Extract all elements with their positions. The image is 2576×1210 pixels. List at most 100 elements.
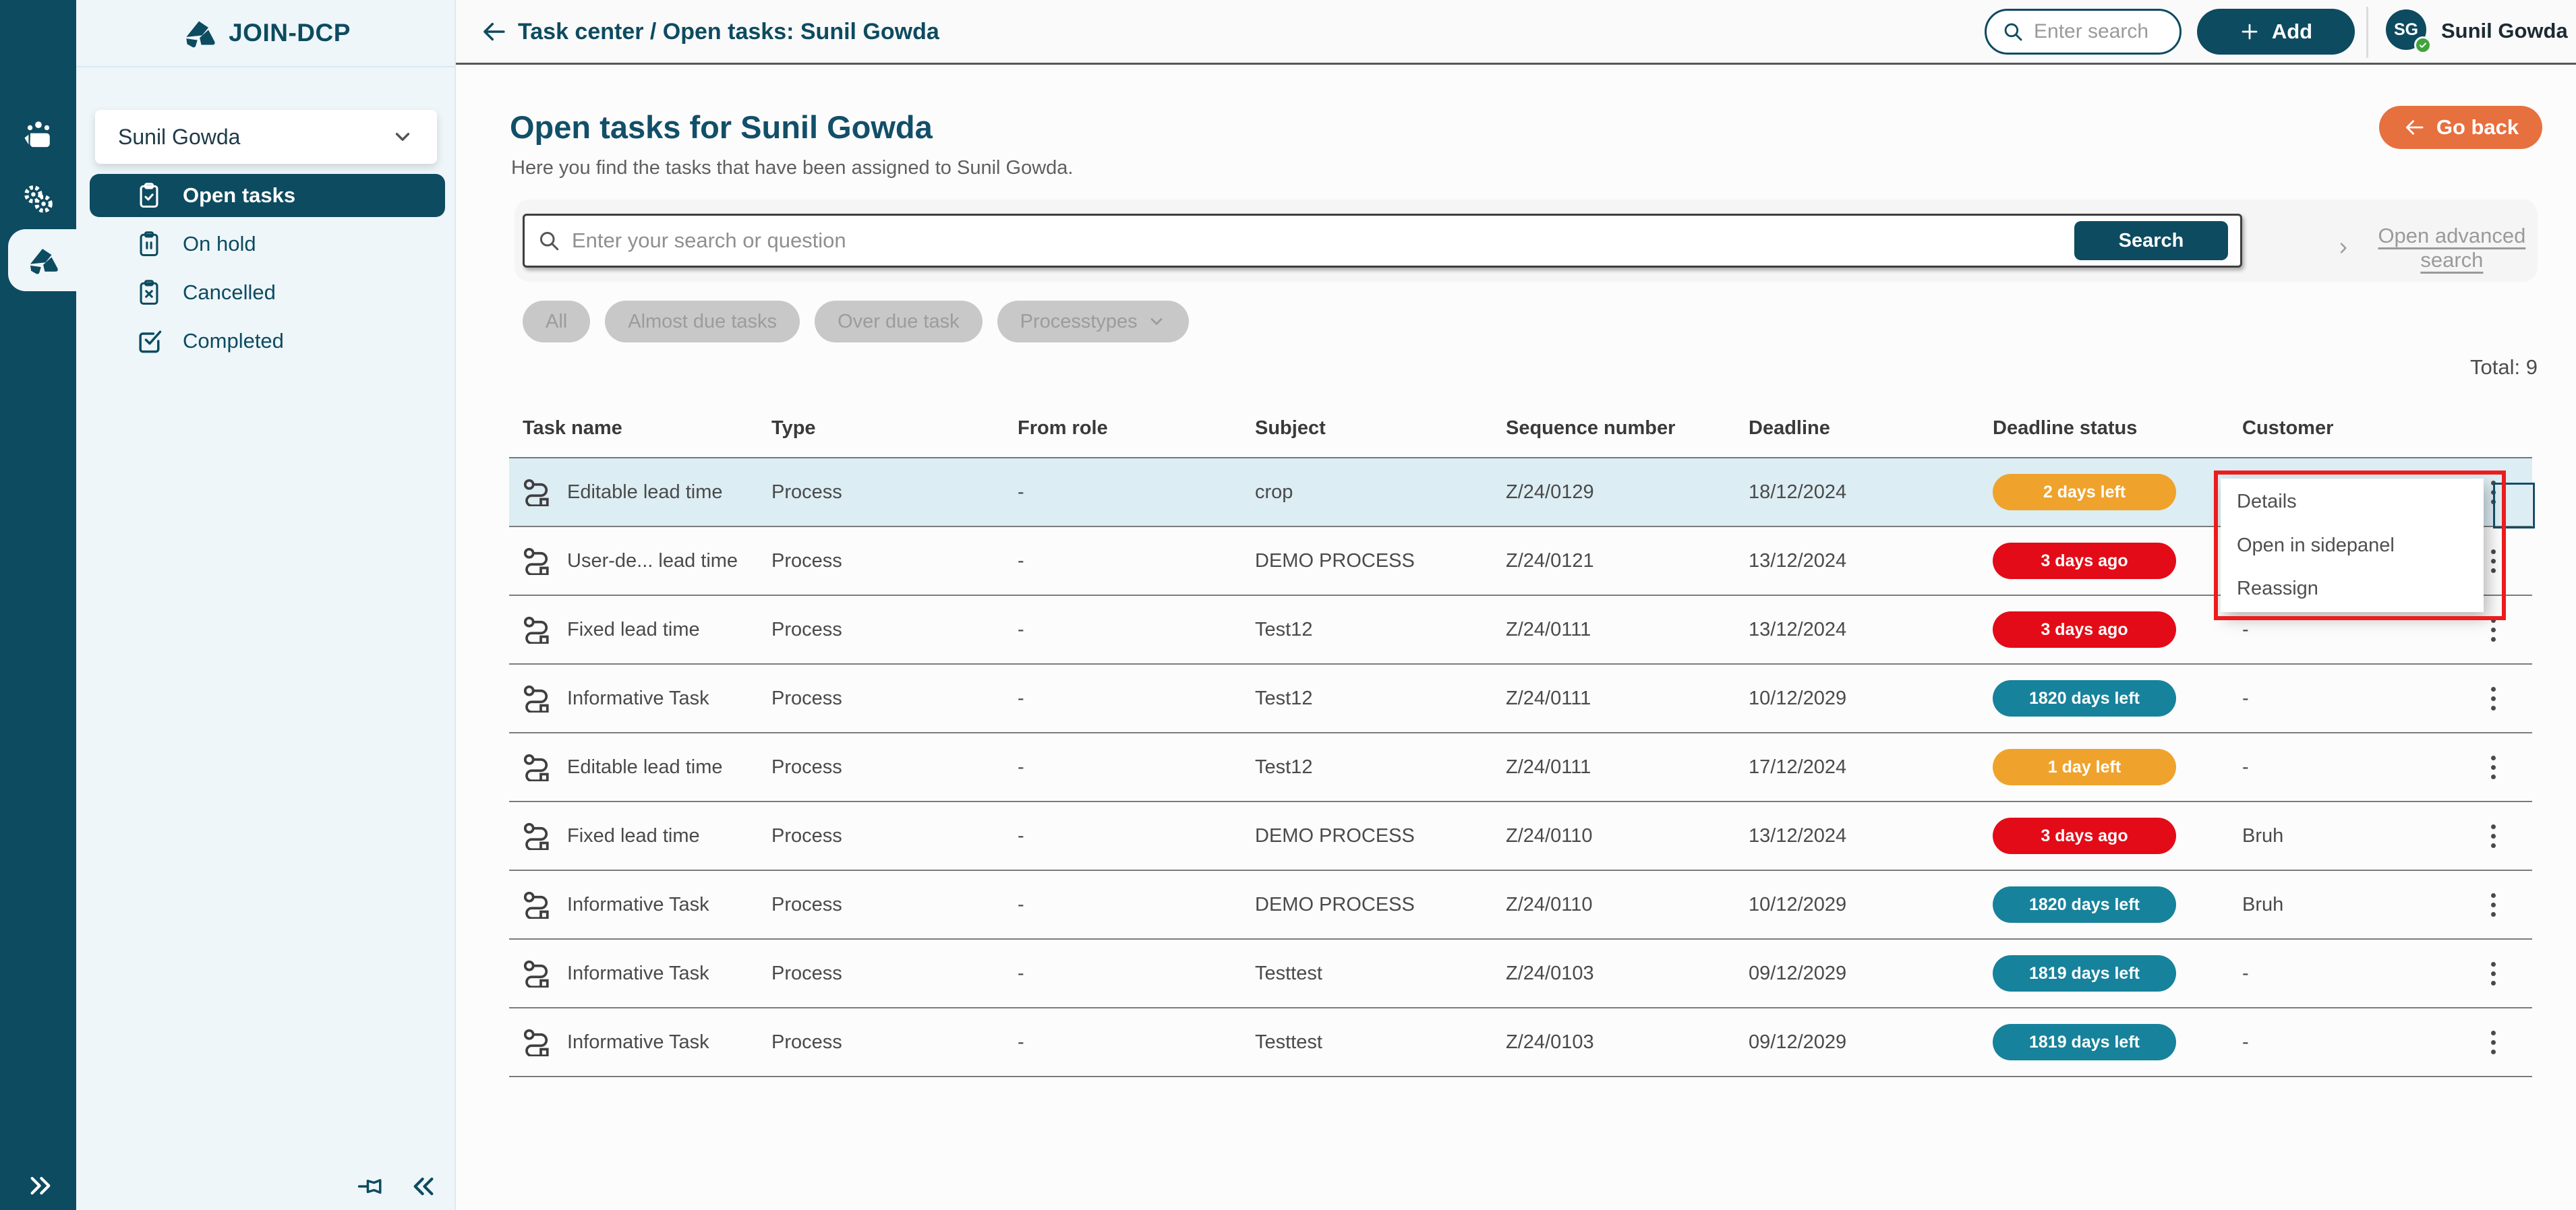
task-subject: Testtest: [1255, 962, 1322, 984]
row-menu-button[interactable]: [2474, 883, 2512, 926]
task-deadline: 10/12/2029: [1749, 687, 1847, 709]
task-sequence-number: Z/24/0111: [1506, 756, 1591, 778]
search-icon: [537, 229, 561, 253]
task-type: Process: [771, 618, 842, 640]
clipboard-pause-icon: [134, 229, 164, 259]
column-header-deadline-status: Deadline status: [1993, 417, 2138, 439]
row-menu-button[interactable]: [2474, 814, 2512, 857]
table-row[interactable]: Fixed lead time Process - DEMO PROCESS Z…: [509, 802, 2532, 871]
sidebar-user-select-value: Sunil Gowda: [118, 124, 241, 149]
task-from-role: -: [1018, 824, 1024, 847]
task-from-role: -: [1018, 1031, 1024, 1053]
column-header-subject: Subject: [1255, 417, 1326, 439]
sidebar-item-on-hold[interactable]: On hold: [90, 222, 445, 266]
rail-settings-button[interactable]: [0, 170, 76, 231]
task-subject: crop: [1255, 481, 1293, 503]
row-menu-button[interactable]: [2474, 1021, 2512, 1064]
context-menu-item-reassign[interactable]: Reassign: [2221, 569, 2484, 609]
row-menu-button[interactable]: [2474, 608, 2512, 651]
app-logo: JOIN-DCP: [76, 0, 455, 67]
gears-icon: [21, 183, 56, 218]
table-row[interactable]: Fixed lead time Process - Test12 Z/24/01…: [509, 596, 2532, 665]
pin-icon: [356, 1172, 386, 1201]
context-menu-item-details[interactable]: Details: [2221, 482, 2484, 522]
task-from-role: -: [1018, 893, 1024, 915]
context-menu-item-open-in-sidepanel[interactable]: Open in sidepanel: [2221, 525, 2484, 566]
row-menu-button[interactable]: [2474, 677, 2512, 720]
row-menu-button[interactable]: [2474, 539, 2512, 582]
task-type: Process: [771, 687, 842, 709]
task-subject: Test12: [1255, 756, 1313, 778]
task-sequence-number: Z/24/0129: [1506, 481, 1594, 503]
user-avatar[interactable]: SG: [2386, 9, 2432, 54]
filter-chip-all[interactable]: All: [523, 301, 591, 342]
topbar: Task center / Open tasks: Sunil Gowda Ad…: [456, 0, 2576, 65]
table-header-row: Task name Type From role Subject Sequence nu…: [509, 399, 2532, 458]
table-row[interactable]: User-de... lead time Process - DEMO PROC…: [509, 527, 2532, 596]
pin-sidebar-button[interactable]: [356, 1172, 386, 1203]
row-menu-button[interactable]: [2474, 746, 2512, 789]
breadcrumb-back-button[interactable]: [477, 16, 510, 49]
task-type: Process: [771, 824, 842, 847]
sidebar-item-open-tasks[interactable]: Open tasks: [90, 174, 445, 217]
rail-taskcenter-active-tab[interactable]: [8, 229, 76, 291]
rail-expand-button[interactable]: [20, 1170, 61, 1203]
task-search: Search: [523, 214, 2242, 268]
filter-chip-over-due-task[interactable]: Over due task: [815, 301, 983, 342]
filter-chips: All Almost due tasks Over due task Processt…: [523, 301, 1189, 342]
sidebar-item-cancelled[interactable]: Cancelled: [90, 271, 445, 314]
task-subject: Test12: [1255, 687, 1313, 709]
filter-chip-processtypes[interactable]: Processtypes: [997, 301, 1189, 342]
row-menu-button[interactable]: [2474, 952, 2512, 995]
global-search-input[interactable]: [2034, 20, 2165, 43]
rail-projects-button[interactable]: [0, 107, 76, 167]
user-menu[interactable]: Sunil Gowda: [2441, 19, 2576, 43]
projects-icon: [21, 119, 56, 154]
task-type: Process: [771, 549, 842, 572]
task-name: Fixed lead time: [567, 618, 700, 640]
task-name: Editable lead time: [567, 756, 723, 778]
task-sequence-number: Z/24/0111: [1506, 687, 1591, 709]
breadcrumb: Task center / Open tasks: Sunil Gowda: [518, 19, 939, 44]
table-row[interactable]: Informative Task Process - DEMO PROCESS …: [509, 871, 2532, 940]
task-sequence-number: Z/24/0121: [1506, 549, 1594, 572]
search-button[interactable]: Search: [2074, 221, 2228, 260]
user-name: Sunil Gowda: [2441, 19, 2568, 42]
task-customer: Bruh: [2242, 893, 2284, 915]
task-from-role: -: [1018, 756, 1024, 778]
deadline-status-badge: 1820 days left: [1993, 680, 2176, 717]
task-deadline: 17/12/2024: [1749, 756, 1847, 778]
sidebar: JOIN-DCP Sunil Gowda Open tasks On hold …: [76, 0, 456, 1210]
task-customer: Bruh: [2242, 824, 2284, 847]
process-icon: [523, 684, 551, 713]
column-header-from-role: From role: [1018, 417, 1108, 439]
deadline-status-badge: 1 day left: [1993, 749, 2176, 785]
task-type: Process: [771, 1031, 842, 1053]
table-row[interactable]: Informative Task Process - Test12 Z/24/0…: [509, 665, 2532, 733]
logo-icon: [180, 17, 218, 49]
open-advanced-search-link[interactable]: Open advanced search: [2335, 224, 2538, 272]
total-count: Total: 9: [2470, 355, 2538, 379]
table-row[interactable]: Editable lead time Process - crop Z/24/0…: [509, 458, 2532, 527]
task-search-input[interactable]: [572, 229, 2063, 253]
table-row[interactable]: Informative Task Process - Testtest Z/24…: [509, 1008, 2532, 1077]
filter-chip-almost-due-tasks[interactable]: Almost due tasks: [605, 301, 800, 342]
collapse-sidebar-button[interactable]: [409, 1172, 438, 1203]
table-row[interactable]: Editable lead time Process - Test12 Z/24…: [509, 733, 2532, 802]
task-subject: Test12: [1255, 618, 1313, 640]
deadline-status-badge: 1819 days left: [1993, 1024, 2176, 1060]
tasks-table: Task name Type From role Subject Sequence nu…: [509, 399, 2532, 1077]
sidebar-item-completed[interactable]: Completed: [90, 320, 445, 363]
task-type: Process: [771, 481, 842, 503]
task-customer: -: [2242, 687, 2249, 709]
table-row[interactable]: Informative Task Process - Testtest Z/24…: [509, 940, 2532, 1008]
task-name: Informative Task: [567, 962, 709, 984]
deadline-status-badge: 2 days left: [1993, 474, 2176, 510]
add-button[interactable]: Add: [2197, 9, 2355, 55]
process-icon: [523, 890, 551, 919]
task-subject: DEMO PROCESS: [1255, 549, 1415, 572]
sidebar-user-select[interactable]: Sunil Gowda: [95, 110, 437, 164]
deadline-status-badge: 1820 days left: [1993, 886, 2176, 923]
sidebar-bottom-controls: [356, 1172, 438, 1203]
go-back-button[interactable]: Go back: [2379, 106, 2542, 149]
